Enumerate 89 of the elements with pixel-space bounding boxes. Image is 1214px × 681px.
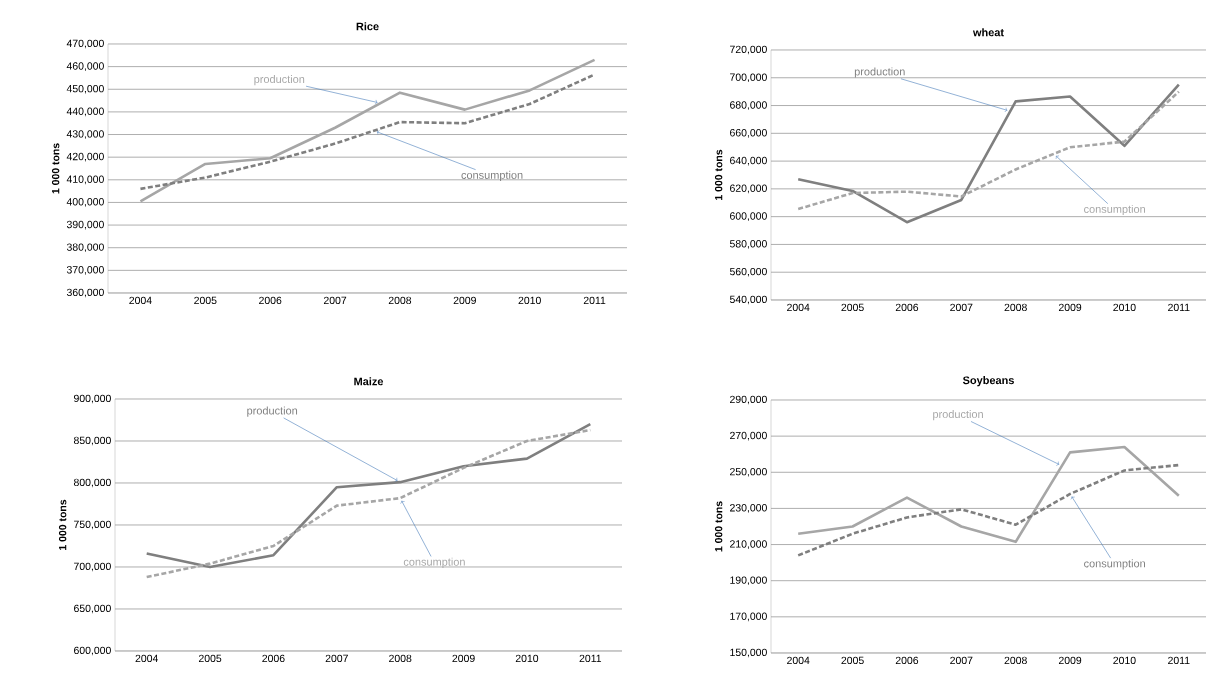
y-tick-label: 750,000 [74,520,111,530]
y-tick-label: 720,000 [730,45,767,55]
x-tick-label: 2010 [1113,303,1136,312]
y-tick-label: 470,000 [66,39,104,49]
x-tick-label: 2006 [259,296,282,305]
x-tick-label: 2005 [194,296,217,305]
x-tick-label: 2007 [325,654,348,663]
x-tick-label: 2008 [388,296,412,305]
y-tick-label: 380,000 [66,243,104,253]
x-tick-label: 2008 [1004,656,1027,665]
text: consumption [1084,559,1145,570]
y-tick-label: 620,000 [730,184,767,194]
x-tick-label: 2005 [841,656,864,665]
x-tick-label: 2008 [389,654,412,663]
chart-title: wheat [972,28,1004,37]
y-tick-label: 700,000 [730,73,767,83]
y-tick-label: 600,000 [74,646,111,656]
y-tick-label: 290,000 [730,395,767,405]
x-tick-label: 2009 [453,296,476,305]
y-tick-label: 410,000 [66,175,104,185]
x-tick-label: 2005 [841,303,864,312]
y-tick-label: 270,000 [730,431,767,441]
x-tick-label: 2010 [518,296,541,305]
x-tick-label: 2011 [1168,303,1190,312]
text: production [933,410,983,421]
x-tick-label: 2011 [579,654,602,663]
text: production [254,74,305,86]
y-tick-label: 640,000 [730,156,767,166]
line-series [139,58,596,203]
text: consumption [403,557,465,568]
x-tick-label: 2006 [895,303,919,312]
y-tick-label: 190,000 [730,576,767,586]
x-tick-label: 2009 [452,654,475,663]
chart-title: Maize [354,377,384,386]
y-tick-label: 170,000 [730,612,767,622]
x-tick-label: 2006 [262,654,285,663]
y-tick-label: 430,000 [66,130,104,139]
y-tick-label: 580,000 [729,240,767,249]
x-tick-label: 2009 [1058,656,1082,665]
x-tick-label: 2004 [129,296,152,305]
y-tick-label: 420,000 [66,152,104,162]
text: consumption [1084,204,1145,216]
line-series [139,73,596,191]
y-tick-label: 800,000 [73,478,111,488]
y-axis-title: 1 000 tons [58,499,67,550]
x-tick-label: 2005 [198,654,222,663]
y-axis-title: 1 000 tons [714,501,723,552]
y-tick-label: 230,000 [730,504,767,513]
x-tick-label: 2007 [950,656,973,665]
chart-title: Soybeans [962,376,1014,387]
y-tick-label: 440,000 [66,107,104,117]
line-series [796,463,1181,557]
x-tick-label: 2006 [895,656,919,665]
text: production [247,406,298,417]
y-tick-label: 600,000 [730,212,767,221]
text: consumption [461,170,523,182]
y-tick-label: 460,000 [66,62,104,71]
x-tick-label: 2004 [787,303,810,312]
y-tick-label: 150,000 [730,648,767,658]
text: production [854,67,905,78]
x-tick-label: 2007 [323,296,347,305]
chart-title: Rice [356,22,379,31]
y-tick-label: 210,000 [730,540,767,549]
y-tick-label: 850,000 [73,436,111,446]
y-axis-title: 1 000 tons [714,149,723,200]
x-tick-label: 2009 [1058,303,1082,312]
y-tick-label: 540,000 [729,295,767,305]
x-tick-label: 2011 [583,296,606,305]
x-tick-label: 2010 [1113,656,1136,665]
y-tick-label: 680,000 [730,101,767,110]
y-axis-title: 1 000 tons [51,143,60,194]
y-tick-label: 560,000 [729,267,767,277]
y-tick-label: 900,000 [74,394,111,404]
line-series [796,445,1181,544]
x-tick-label: 2010 [515,654,539,663]
y-tick-label: 660,000 [730,129,767,138]
y-tick-label: 360,000 [66,288,104,298]
y-tick-label: 250,000 [730,467,767,477]
y-tick-label: 700,000 [74,562,111,572]
y-tick-label: 650,000 [74,604,111,614]
y-tick-label: 390,000 [66,220,104,230]
y-tick-label: 450,000 [66,84,104,94]
x-tick-label: 2011 [1168,656,1190,665]
y-tick-label: 400,000 [66,198,104,207]
x-tick-label: 2004 [135,654,159,663]
y-tick-label: 370,000 [66,266,104,275]
x-tick-label: 2008 [1004,303,1027,312]
x-tick-label: 2004 [787,656,810,665]
x-tick-label: 2007 [950,303,973,312]
